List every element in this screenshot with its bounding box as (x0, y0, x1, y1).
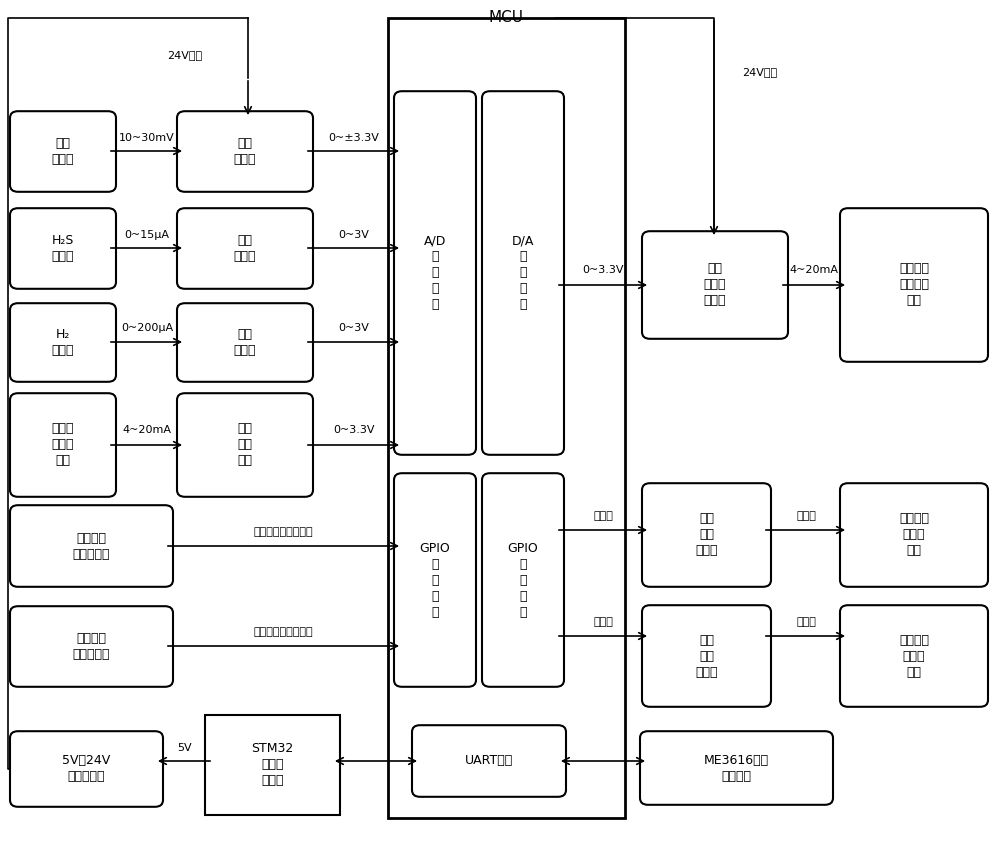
Text: 执行机构
关到位信号: 执行机构 关到位信号 (73, 632, 110, 661)
FancyBboxPatch shape (642, 605, 771, 707)
Text: 高电平: 高电平 (796, 511, 816, 521)
FancyBboxPatch shape (840, 605, 988, 707)
Text: GPIO
输
入
接
口: GPIO 输 入 接 口 (420, 541, 450, 619)
Text: 0~3.3V: 0~3.3V (582, 265, 624, 275)
FancyBboxPatch shape (10, 505, 173, 586)
Text: 拉压
传感器: 拉压 传感器 (52, 137, 74, 166)
Text: 电压
转电流
变送器: 电压 转电流 变送器 (704, 263, 726, 308)
Text: MCU: MCU (488, 10, 524, 25)
Text: 0~15μA: 0~15μA (124, 230, 170, 240)
FancyBboxPatch shape (177, 208, 313, 289)
Text: UART接口: UART接口 (465, 755, 513, 768)
FancyBboxPatch shape (840, 483, 988, 586)
Text: GPIO
输
出
接
口: GPIO 输 出 接 口 (508, 541, 538, 619)
Text: 0~200μA: 0~200μA (121, 323, 173, 333)
Text: 0~3.3V: 0~3.3V (333, 425, 375, 435)
Text: 执行机
构开度
信号: 执行机 构开度 信号 (52, 422, 74, 468)
Text: ME3616模块
匹配电路: ME3616模块 匹配电路 (704, 753, 769, 783)
FancyBboxPatch shape (412, 725, 566, 796)
FancyBboxPatch shape (10, 303, 116, 382)
FancyBboxPatch shape (10, 731, 163, 807)
FancyBboxPatch shape (642, 483, 771, 586)
Text: 信号
变送器: 信号 变送器 (234, 234, 256, 263)
Text: 执行机构
控制关
端口: 执行机构 控制关 端口 (899, 633, 929, 678)
Text: 0~3V: 0~3V (339, 323, 369, 333)
Text: H₂
传感器: H₂ 传感器 (52, 328, 74, 357)
FancyBboxPatch shape (482, 91, 564, 455)
Text: 24V供电: 24V供电 (742, 67, 778, 77)
Text: 信号
放大器: 信号 放大器 (234, 137, 256, 166)
Text: 5V转24V
电压放大器: 5V转24V 电压放大器 (62, 755, 111, 784)
Text: 4~20mA: 4~20mA (790, 265, 838, 275)
Text: 执行机构
开度控制
端口: 执行机构 开度控制 端口 (899, 263, 929, 308)
FancyBboxPatch shape (10, 394, 116, 496)
Text: STM32
硬件最
小系统: STM32 硬件最 小系统 (251, 743, 294, 787)
Text: A/D
转
换
接
口: A/D 转 换 接 口 (424, 235, 446, 311)
FancyBboxPatch shape (394, 473, 476, 687)
Text: 信号
变送器: 信号 变送器 (234, 328, 256, 357)
Text: 执行机构
开到位信号: 执行机构 开到位信号 (73, 531, 110, 560)
FancyBboxPatch shape (642, 231, 788, 339)
FancyBboxPatch shape (10, 208, 116, 289)
FancyBboxPatch shape (177, 303, 313, 382)
Text: 信号
转换
电路: 信号 转换 电路 (238, 422, 252, 468)
FancyBboxPatch shape (482, 473, 564, 687)
Text: 执行
机构
继电器: 执行 机构 继电器 (695, 513, 718, 558)
FancyBboxPatch shape (840, 208, 988, 362)
Text: 高电平: 高电平 (593, 511, 613, 521)
Text: 高电平、低电平信号: 高电平、低电平信号 (253, 527, 313, 537)
Bar (388, 18, 625, 818)
Text: D/A
转
换
接
口: D/A 转 换 接 口 (512, 235, 534, 311)
Text: 0~3V: 0~3V (339, 230, 369, 240)
Text: 10~30mV: 10~30mV (119, 133, 175, 143)
Text: 4~20mA: 4~20mA (122, 425, 172, 435)
FancyBboxPatch shape (177, 394, 313, 496)
Text: 24V供电: 24V供电 (167, 50, 203, 60)
Text: 5V: 5V (177, 743, 191, 753)
FancyBboxPatch shape (640, 731, 833, 805)
Text: 低电平: 低电平 (593, 617, 613, 627)
Text: 执行
机构
继电器: 执行 机构 继电器 (695, 633, 718, 678)
FancyBboxPatch shape (205, 715, 340, 815)
FancyBboxPatch shape (394, 91, 476, 455)
Text: 执行机构
控制开
端口: 执行机构 控制开 端口 (899, 513, 929, 558)
FancyBboxPatch shape (10, 111, 116, 192)
Text: 高电平、低电平信号: 高电平、低电平信号 (253, 627, 313, 637)
FancyBboxPatch shape (10, 606, 173, 687)
Text: 高电平: 高电平 (796, 617, 816, 627)
Text: H₂S
传感器: H₂S 传感器 (52, 234, 74, 263)
FancyBboxPatch shape (177, 111, 313, 192)
Text: 0~±3.3V: 0~±3.3V (329, 133, 379, 143)
